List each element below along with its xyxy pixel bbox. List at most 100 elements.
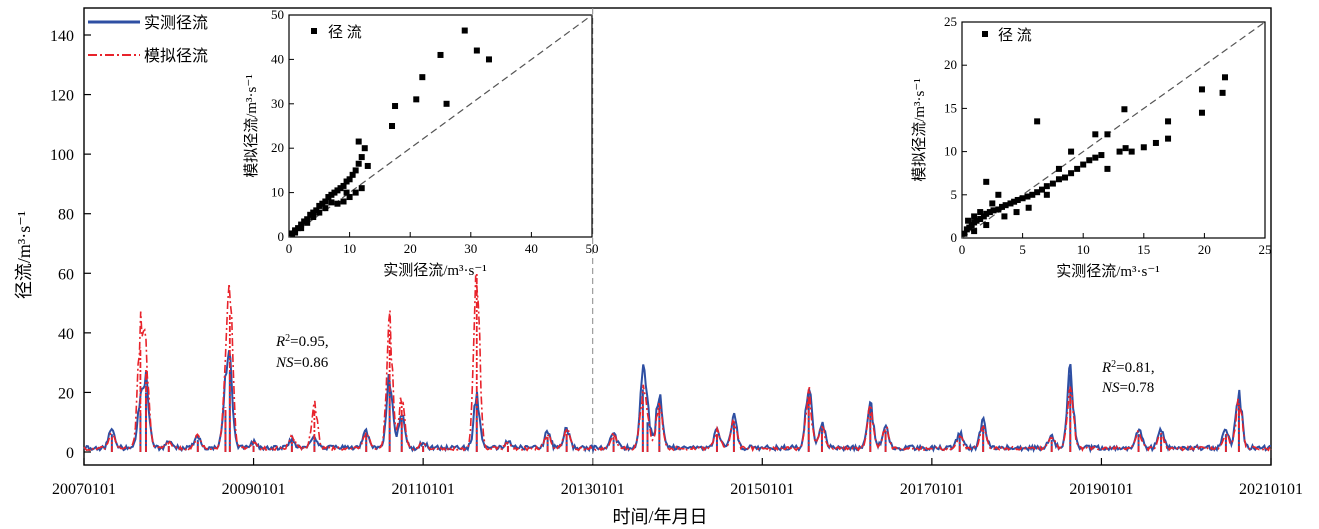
scatter-point	[437, 51, 444, 58]
scatter-point	[325, 194, 332, 201]
calibration-scatter-inset: 0 10 20 30 40 50 0 10 20 30 40 50 径 流 实测径流/m³·s⁻¹ 模…	[243, 7, 599, 279]
inset1-reference-line	[288, 14, 593, 238]
r2-symbol-2: R	[1101, 360, 1111, 376]
x-tick-label: 20210101	[1239, 481, 1303, 498]
scatter-point	[1055, 165, 1062, 172]
scatter-point	[995, 206, 1002, 213]
scatter-point	[355, 160, 362, 167]
scatter-point	[443, 100, 450, 107]
scatter-point	[334, 187, 341, 194]
y-tick-label: 80	[58, 207, 74, 224]
scatter-point	[983, 178, 990, 185]
inset-y-tick-label: 10	[944, 144, 957, 159]
inset-x-tick-label: 20	[1198, 242, 1211, 257]
scatter-point	[328, 199, 335, 206]
x-tick-label: 20070101	[52, 481, 116, 498]
scatter-point	[1025, 204, 1032, 211]
inset2-y-title: 模拟径流/m³·s⁻¹	[911, 78, 928, 182]
inset-y-tick-label: 20	[944, 57, 957, 72]
scatter-point	[295, 225, 302, 232]
scatter-point	[1062, 174, 1069, 181]
scatter-point	[1043, 183, 1050, 190]
scatter-point	[1104, 131, 1111, 138]
validation-scatter-inset: 0 5 10 15 20 25 0 5 10 15 20 25 径 流 实测径流/m³·s⁻¹ 模拟径…	[911, 14, 1272, 280]
svg-text:NS=0.78: NS=0.78	[1101, 380, 1154, 396]
y-tick-label: 140	[50, 28, 74, 45]
x-tick-label: 20110101	[391, 481, 454, 498]
inset2-reference-line	[961, 21, 1266, 239]
scatter-point	[1001, 213, 1008, 220]
scatter-point	[1116, 148, 1123, 155]
inset1-y-title: 模拟径流/m³·s⁻¹	[243, 74, 260, 178]
svg-text:R2=0.81,: R2=0.81,	[1101, 359, 1155, 377]
scatter-point	[1024, 193, 1031, 200]
scatter-point	[1086, 157, 1093, 164]
scatter-point	[298, 221, 305, 228]
inset2-x-title: 实测径流/m³·s⁻¹	[1056, 263, 1160, 280]
scatter-point	[1098, 152, 1105, 159]
scatter-point	[1122, 145, 1129, 152]
scatter-point	[361, 145, 368, 152]
x-tick-label: 20130101	[561, 481, 625, 498]
scatter-point	[1092, 131, 1099, 138]
legend: 实测径流 模拟径流	[88, 14, 208, 65]
inset-y-tick-label: 30	[271, 96, 284, 111]
inset-x-tick-label: 5	[1019, 242, 1026, 257]
scatter-point	[1007, 200, 1014, 207]
y-tick-label: 60	[58, 266, 74, 283]
ns-symbol-2: NS	[1101, 380, 1120, 396]
scatter-point	[977, 209, 984, 216]
scatter-point	[292, 229, 299, 236]
scatter-point	[364, 162, 371, 169]
inset-x-tick-label: 30	[464, 241, 477, 256]
scatter-point	[1068, 148, 1075, 155]
scatter-point	[322, 205, 329, 212]
scatter-point	[983, 210, 990, 217]
inset1-x-title: 实测径流/m³·s⁻¹	[383, 262, 487, 279]
scatter-point	[340, 182, 347, 189]
scatter-point	[971, 213, 978, 220]
scatter-point	[1165, 135, 1172, 142]
scatter-point	[337, 185, 344, 192]
scatter-point	[1068, 170, 1075, 177]
scatter-point	[322, 198, 329, 205]
scatter-point	[331, 189, 338, 196]
scatter-point	[1219, 89, 1226, 96]
legend-observed-label: 实测径流	[144, 14, 208, 32]
inset-x-tick-label: 15	[1137, 242, 1150, 257]
scatter-point	[1165, 118, 1172, 125]
inset-x-tick-label: 25	[1259, 242, 1272, 257]
scatter-point	[1128, 148, 1135, 155]
inset1-legend-label: 径 流	[328, 24, 362, 41]
scatter-point	[1198, 86, 1205, 93]
scatter-point	[1013, 209, 1020, 216]
scatter-point	[1222, 74, 1229, 81]
scatter-point	[413, 96, 420, 103]
scatter-point	[310, 209, 317, 216]
scatter-point	[986, 209, 993, 216]
scatter-point	[304, 219, 311, 226]
scatter-point	[346, 194, 353, 201]
scatter-point	[1198, 109, 1205, 116]
scatter-point	[319, 200, 326, 207]
x-axis-title: 时间/年月日	[612, 507, 707, 527]
y-tick-label: 100	[50, 147, 74, 164]
scatter-point	[389, 123, 396, 129]
scatter-point	[983, 222, 990, 229]
scatter-point	[352, 189, 359, 196]
inset-y-tick-label: 25	[944, 14, 957, 29]
scatter-point	[1092, 154, 1099, 161]
y-tick-label: 0	[66, 445, 74, 462]
inset-y-tick-label: 5	[951, 187, 958, 202]
scatter-point	[392, 103, 399, 110]
scatter-point	[461, 27, 468, 34]
scatter-point	[998, 203, 1005, 210]
inset2-legend-label: 径 流	[998, 27, 1032, 44]
scatter-point	[473, 47, 480, 54]
scatter-point	[346, 176, 353, 183]
scatter-point	[289, 230, 296, 237]
scatter-point	[1002, 202, 1009, 209]
inset1-legend-marker	[311, 28, 317, 34]
inset-x-tick-label: 10	[343, 241, 356, 256]
y-tick-label: 20	[58, 385, 74, 402]
